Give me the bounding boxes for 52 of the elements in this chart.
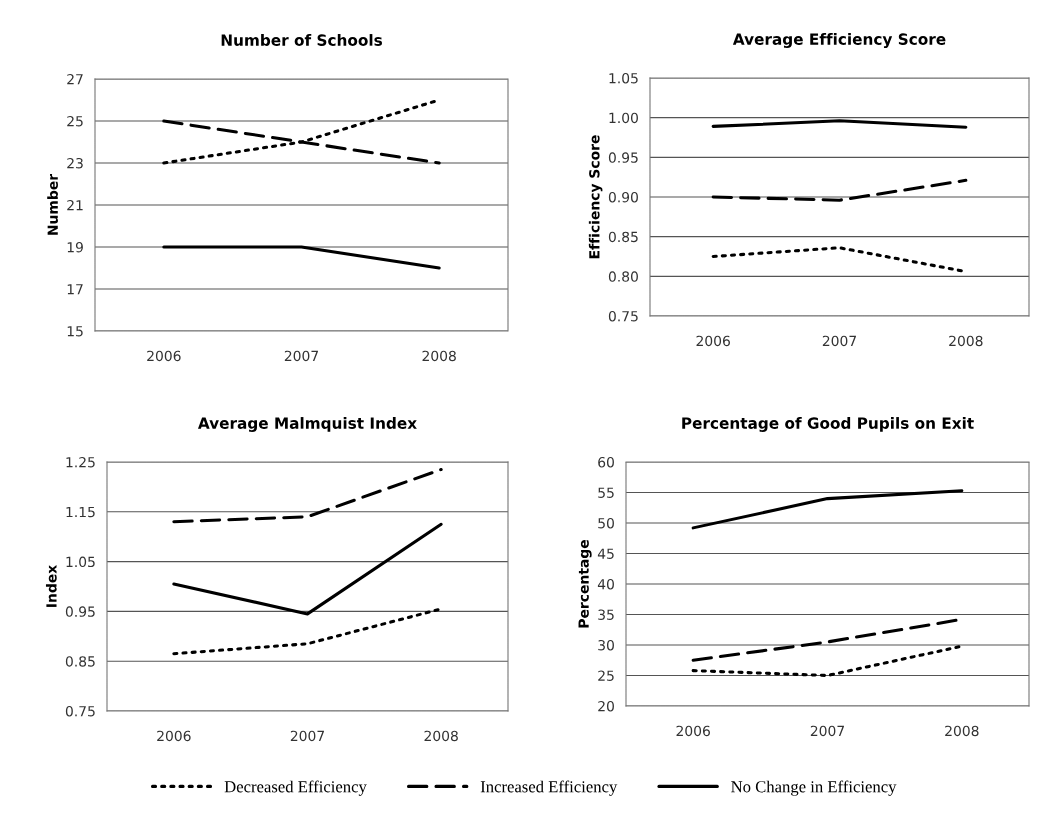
y-tick-label: 25 bbox=[67, 115, 83, 127]
y-tick-label: 0.75 bbox=[65, 705, 95, 717]
x-tick-label: 2007 bbox=[290, 730, 324, 742]
x-tick-label: 2008 bbox=[949, 335, 983, 347]
chart-title: Average Malmquist Index bbox=[197, 417, 417, 432]
y-tick-label: 17 bbox=[67, 284, 83, 295]
y-tick-label: 0.80 bbox=[608, 271, 638, 282]
chart-title: Average Efficiency Score bbox=[732, 33, 946, 48]
y-tick-label: 35 bbox=[598, 609, 614, 620]
y-tick-label: 1.05 bbox=[66, 556, 95, 568]
y-axis-title: Number bbox=[47, 173, 58, 235]
y-tick-label: 0.95 bbox=[608, 152, 638, 163]
x-tick-label: 2007 bbox=[810, 725, 844, 737]
y-tick-label: 0.85 bbox=[608, 231, 638, 243]
y-tick-label: 19 bbox=[67, 241, 83, 253]
y-tick-label: 1.05 bbox=[609, 72, 638, 84]
y-tick-label: 1.25 bbox=[66, 456, 95, 468]
x-tick-label: 2006 bbox=[157, 730, 191, 742]
y-tick-label: 15 bbox=[67, 326, 83, 337]
y-tick-label: 50 bbox=[598, 517, 614, 529]
y-tick-label: 23 bbox=[67, 157, 83, 169]
y-tick-label: 21 bbox=[67, 199, 83, 211]
legend-label: Decreased Efficiency bbox=[224, 780, 367, 796]
x-tick-label: 2007 bbox=[822, 335, 856, 347]
chart-title: Number of Schools bbox=[221, 34, 382, 46]
y-tick-label: 1.15 bbox=[66, 506, 95, 518]
x-tick-label: 2006 bbox=[696, 335, 730, 347]
x-tick-label: 2008 bbox=[945, 725, 979, 737]
y-tick-label: 60 bbox=[598, 456, 614, 468]
x-tick-label: 2008 bbox=[422, 350, 456, 362]
x-tick-label: 2008 bbox=[424, 730, 458, 742]
y-tick-label: 0.90 bbox=[608, 191, 638, 203]
y-tick-label: 1.00 bbox=[609, 112, 638, 124]
y-tick-label: 30 bbox=[598, 639, 614, 651]
y-axis-title: Percentage bbox=[578, 539, 592, 628]
chart-title: Percentage of Good Pupils on Exit bbox=[682, 417, 974, 432]
legend-label: Increased Efficiency bbox=[480, 780, 618, 796]
y-tick-label: 0.85 bbox=[65, 656, 95, 667]
y-tick-label: 0.95 bbox=[65, 606, 95, 617]
y-tick-label: 20 bbox=[598, 700, 614, 712]
x-tick-label: 2006 bbox=[147, 350, 181, 362]
x-tick-label: 2006 bbox=[676, 725, 710, 737]
y-tick-label: 40 bbox=[597, 578, 614, 590]
y-tick-label: 45 bbox=[597, 548, 614, 559]
y-tick-label: 55 bbox=[598, 487, 614, 498]
legend-label: No Change in Efficiency bbox=[731, 780, 897, 796]
y-tick-label: 27 bbox=[67, 73, 83, 85]
x-tick-label: 2007 bbox=[284, 350, 318, 362]
y-tick-label: 0.75 bbox=[608, 310, 638, 322]
y-axis-title: Efficiency Score bbox=[588, 135, 603, 259]
y-axis-title: Index bbox=[45, 565, 57, 607]
y-tick-label: 25 bbox=[598, 670, 614, 681]
